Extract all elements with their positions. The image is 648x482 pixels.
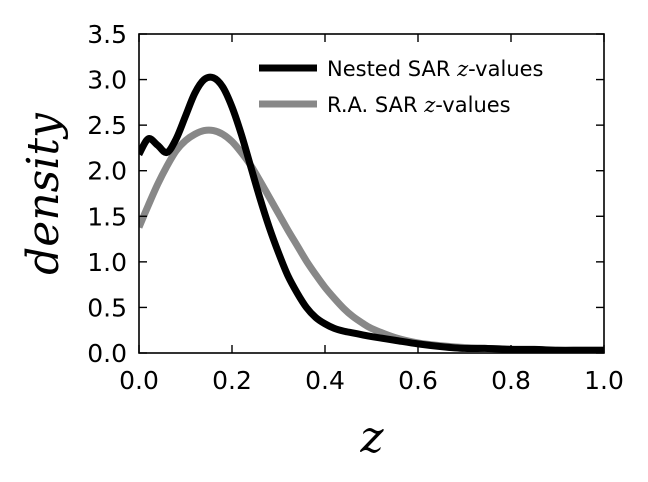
x-tick-label: 1.0 (584, 366, 624, 395)
legend-entry: Nested SAR z-values (259, 57, 544, 81)
axes: 0.0 0.2 0.4 0.6 0.8 1.0 0.0 0.5 1.0 1.5 2.0 2.5 3.0 3… (87, 20, 624, 395)
x-tick-label: 0.8 (491, 366, 531, 395)
x-tick-label: 0.4 (305, 366, 345, 395)
y-tick-label: 3.0 (87, 66, 127, 95)
plot-frame (138, 33, 605, 354)
y-tick-label: 0.0 (87, 339, 127, 368)
x-tick-label: 0.2 (212, 366, 252, 395)
legend: Nested SAR z-values R.A. SAR z-values (259, 57, 544, 117)
series-line-nested-sar (139, 73, 604, 353)
x-tick-label: 0.0 (119, 366, 159, 395)
legend-label: R.A. SAR z-values (327, 93, 511, 117)
series-line-ra-sar (139, 126, 604, 353)
y-tick-label: 2.5 (87, 111, 127, 140)
y-tick-label: 2.0 (87, 157, 127, 186)
legend-label: Nested SAR z-values (327, 57, 544, 81)
x-tick-label: 0.6 (398, 366, 438, 395)
y-tick-label: 1.5 (87, 202, 127, 231)
y-tick-label: 1.0 (87, 248, 127, 277)
y-tick-label: 3.5 (87, 20, 127, 49)
x-axis-label: z (359, 412, 384, 463)
y-axis-label: density (18, 112, 69, 275)
y-tick-label: 0.5 (87, 293, 127, 322)
legend-entry: R.A. SAR z-values (259, 93, 511, 117)
plot-area (139, 73, 604, 353)
